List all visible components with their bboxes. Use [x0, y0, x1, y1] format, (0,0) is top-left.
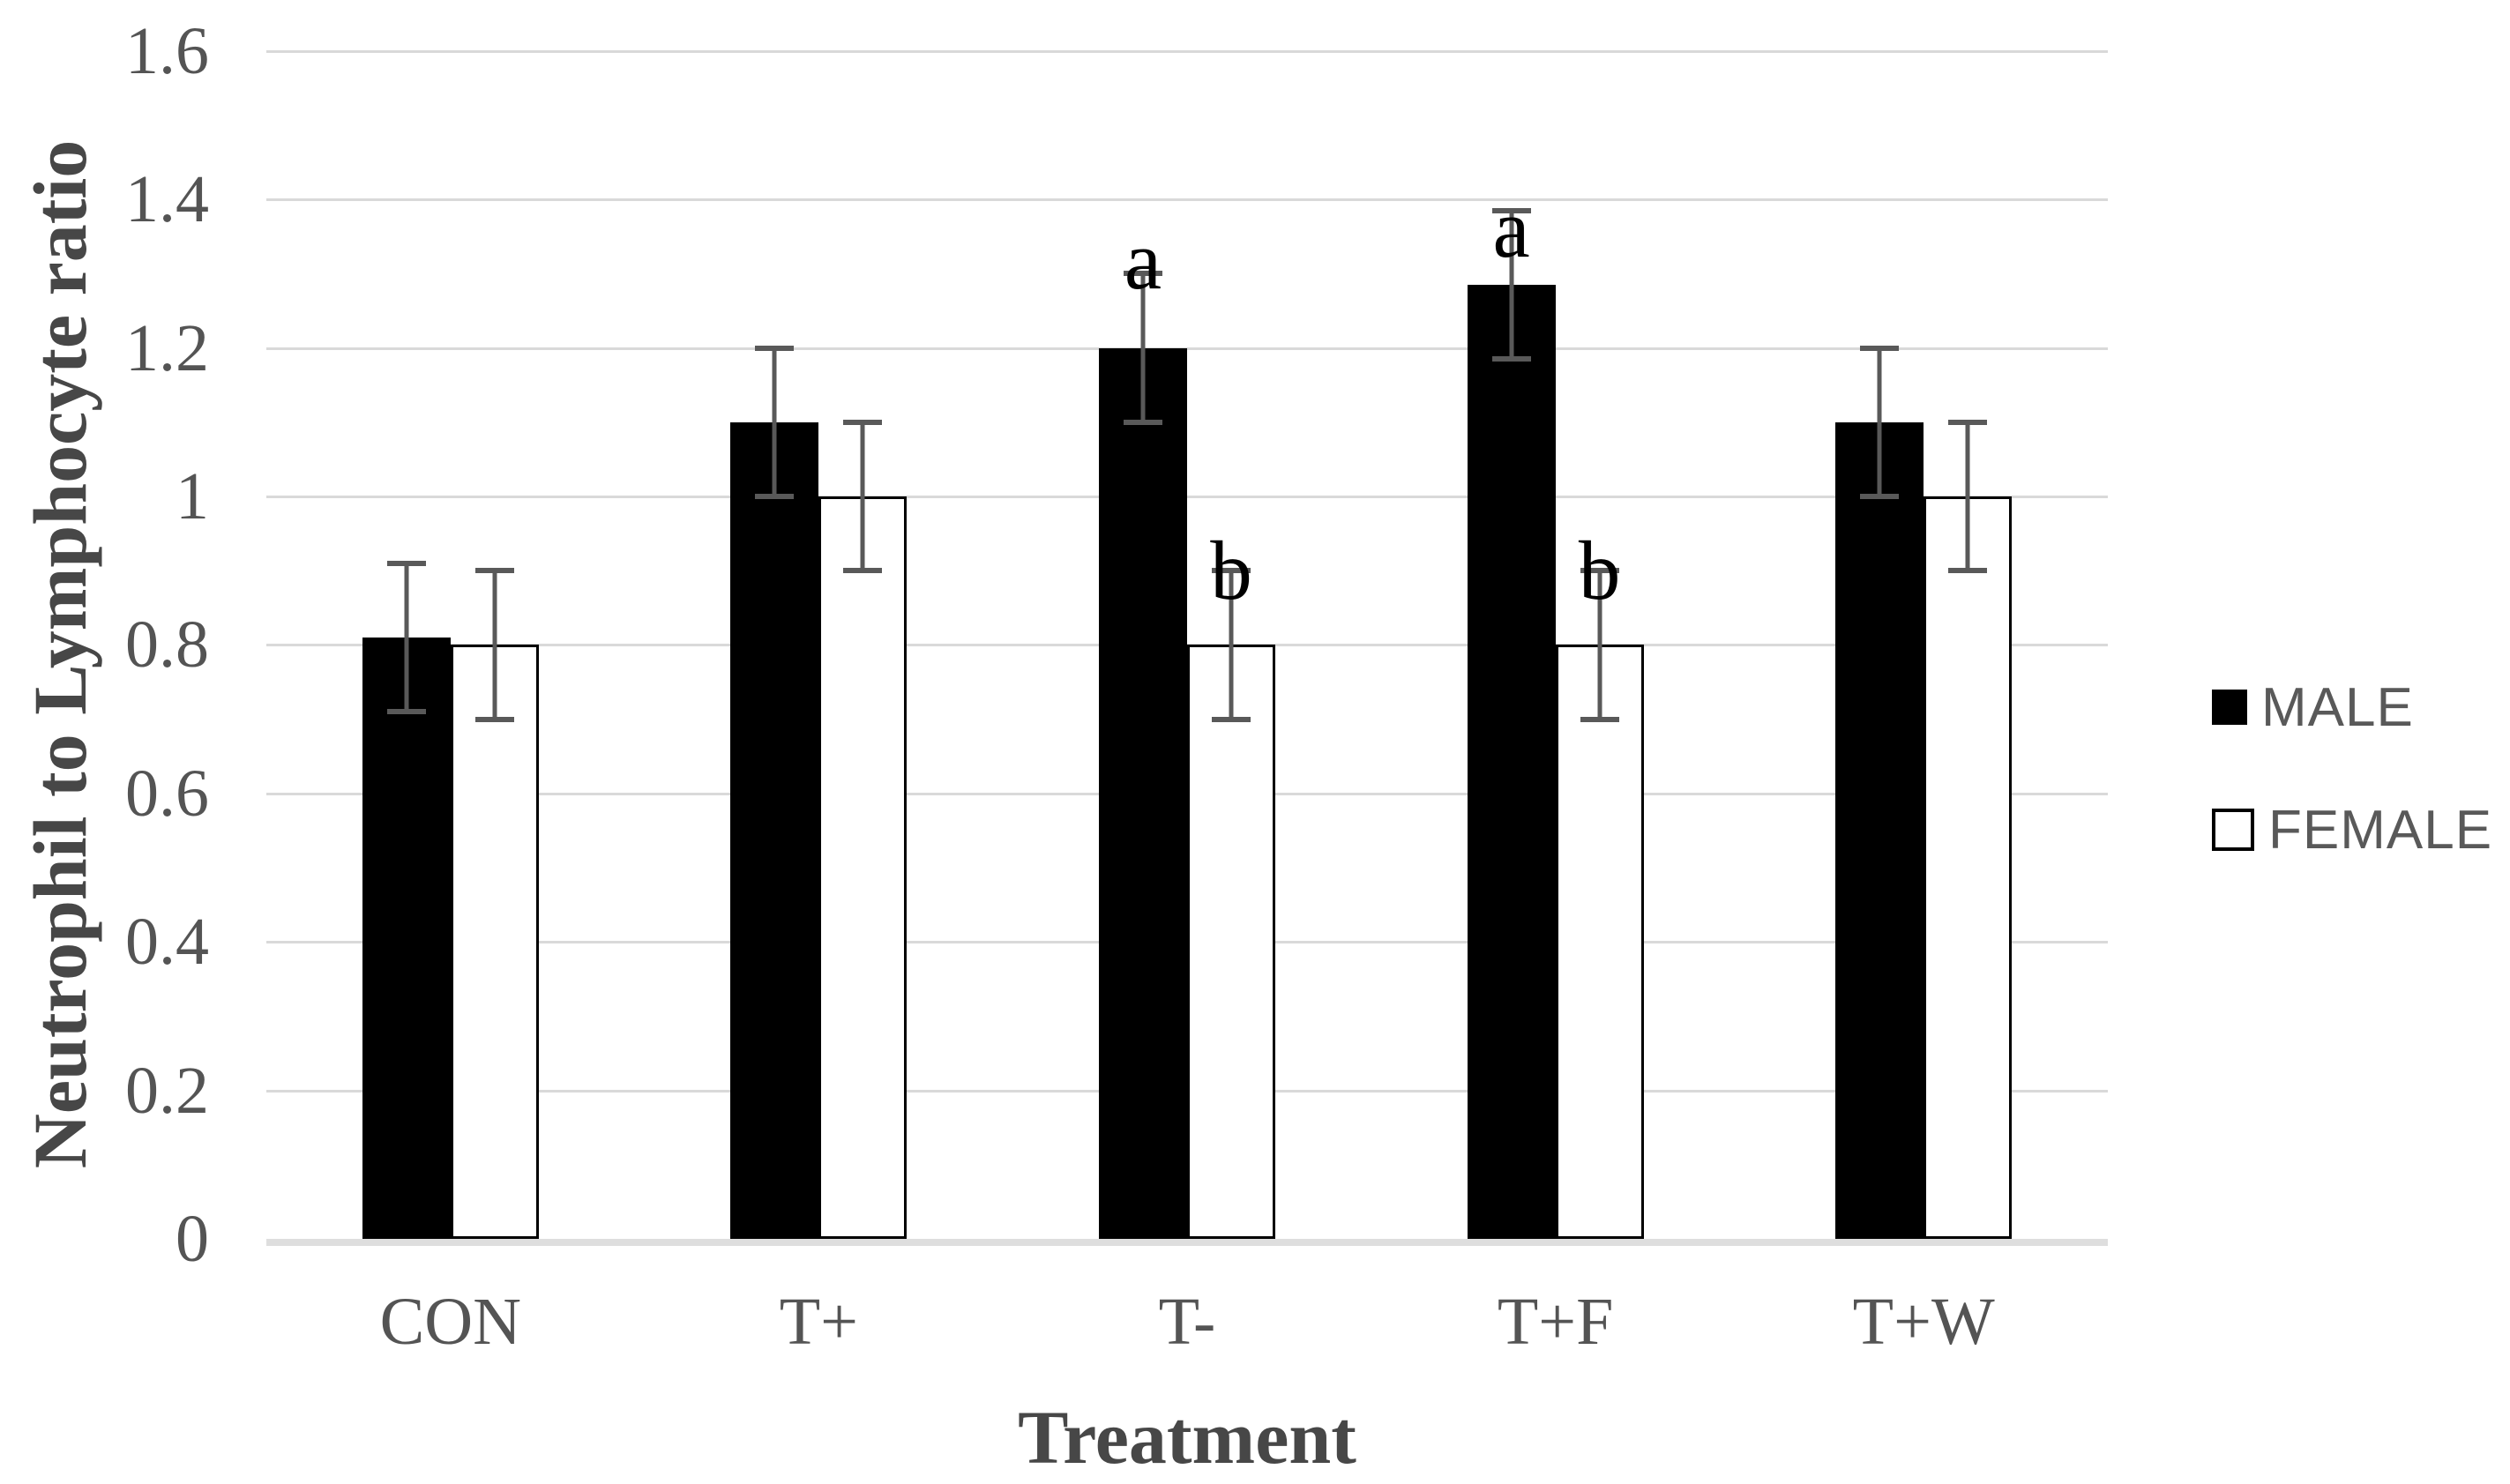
- legend-swatch-female: [2212, 809, 2254, 851]
- legend-label-female: FEMALE: [2268, 799, 2493, 861]
- y-tick-label: 0.4: [125, 905, 209, 980]
- error-bar-cap-bottom: [1860, 493, 1900, 499]
- error-bar-line: [1965, 421, 1970, 571]
- y-tick-label: 1: [176, 459, 209, 533]
- legend-item-male: MALE: [2212, 670, 2414, 744]
- bar-male-CON: [362, 637, 451, 1239]
- y-tick-label: 0.6: [125, 756, 209, 831]
- bar-female-T-: [1187, 645, 1275, 1239]
- error-bar-line: [492, 570, 497, 720]
- error-bar-cap-top: [1491, 207, 1531, 213]
- y-tick-label: 1.2: [125, 310, 209, 385]
- x-tick-label: T-: [1158, 1285, 1216, 1359]
- error-bar-line: [1877, 347, 1882, 496]
- error-bar-cap-top: [386, 560, 426, 566]
- bar-female-T+: [818, 496, 908, 1239]
- error-bar-cap-bottom: [386, 709, 426, 715]
- significance-letter-male-T+F: a: [1492, 181, 1530, 275]
- error-bar-line: [860, 421, 865, 571]
- bar-male-T+W: [1835, 421, 1924, 1239]
- y-tick-label: 1.6: [125, 13, 209, 88]
- error-bar-line: [1229, 570, 1234, 720]
- x-tick-label: T+: [779, 1285, 859, 1359]
- error-bar-male-T+W: [1860, 345, 1900, 499]
- y-tick-label: 0.8: [125, 608, 209, 682]
- error-bar-male-T-: [1124, 271, 1162, 425]
- y-tick-label: 0.2: [125, 1053, 209, 1128]
- bar-female-CON: [450, 645, 539, 1239]
- error-bar-cap-bottom: [1124, 419, 1162, 425]
- gridline: [266, 49, 2108, 53]
- y-tick-label: 0: [176, 1202, 209, 1276]
- legend-swatch-male: [2212, 690, 2247, 725]
- x-tick-label: T+F: [1497, 1285, 1614, 1359]
- significance-letter-female-T+F: b: [1578, 524, 1621, 618]
- bar-male-T+: [730, 421, 819, 1239]
- error-bar-cap-bottom: [755, 493, 795, 499]
- error-bar-line: [1509, 210, 1514, 360]
- error-bar-cap-bottom: [1212, 716, 1251, 722]
- error-bar-cap-top: [1212, 568, 1251, 574]
- error-bar-line: [1597, 570, 1602, 720]
- error-bar-cap-bottom: [1580, 716, 1619, 722]
- error-bar-male-T+F: [1491, 207, 1531, 362]
- bar-male-T+F: [1467, 285, 1556, 1239]
- error-bar-female-T+W: [1948, 419, 1988, 574]
- x-tick-label: CON: [379, 1285, 522, 1359]
- gridline: [266, 496, 2108, 498]
- legend-item-female: FEMALE: [2212, 793, 2492, 867]
- legend-label-male: MALE: [2261, 676, 2414, 738]
- error-bar-cap-bottom: [1491, 356, 1531, 362]
- error-bar-female-CON: [474, 568, 514, 722]
- error-bar-line: [404, 563, 409, 712]
- error-bar-cap-bottom: [843, 568, 883, 574]
- error-bar-cap-top: [1948, 419, 1988, 425]
- error-bar-female-T+: [843, 419, 883, 574]
- x-axis-title: Treatment: [1018, 1395, 1356, 1480]
- error-bar-cap-top: [843, 419, 883, 425]
- error-bar-cap-top: [474, 568, 514, 574]
- x-axis-line: [266, 1239, 2108, 1246]
- error-bar-female-T-: [1212, 568, 1251, 722]
- error-bar-cap-top: [755, 345, 795, 351]
- gridline: [266, 347, 2108, 350]
- bar-female-T+W: [1924, 496, 2013, 1239]
- gridline: [266, 198, 2108, 202]
- x-tick-label: T+W: [1852, 1285, 1995, 1359]
- y-tick-label: 1.4: [125, 162, 209, 237]
- error-bar-line: [1140, 273, 1146, 422]
- error-bar-male-T+: [755, 345, 795, 499]
- significance-letter-female-T-: b: [1210, 524, 1252, 618]
- bar-male-T-: [1099, 347, 1187, 1239]
- significance-letter-male-T-: a: [1124, 213, 1162, 308]
- error-bar-cap-top: [1860, 345, 1900, 351]
- error-bar-line: [772, 347, 777, 496]
- error-bar-male-CON: [386, 560, 426, 715]
- error-bar-cap-bottom: [474, 716, 514, 722]
- bar-female-T+F: [1555, 645, 1644, 1239]
- error-bar-cap-top: [1580, 568, 1619, 574]
- error-bar-cap-bottom: [1948, 568, 1988, 574]
- error-bar-cap-top: [1124, 271, 1162, 277]
- error-bar-female-T+F: [1580, 568, 1619, 722]
